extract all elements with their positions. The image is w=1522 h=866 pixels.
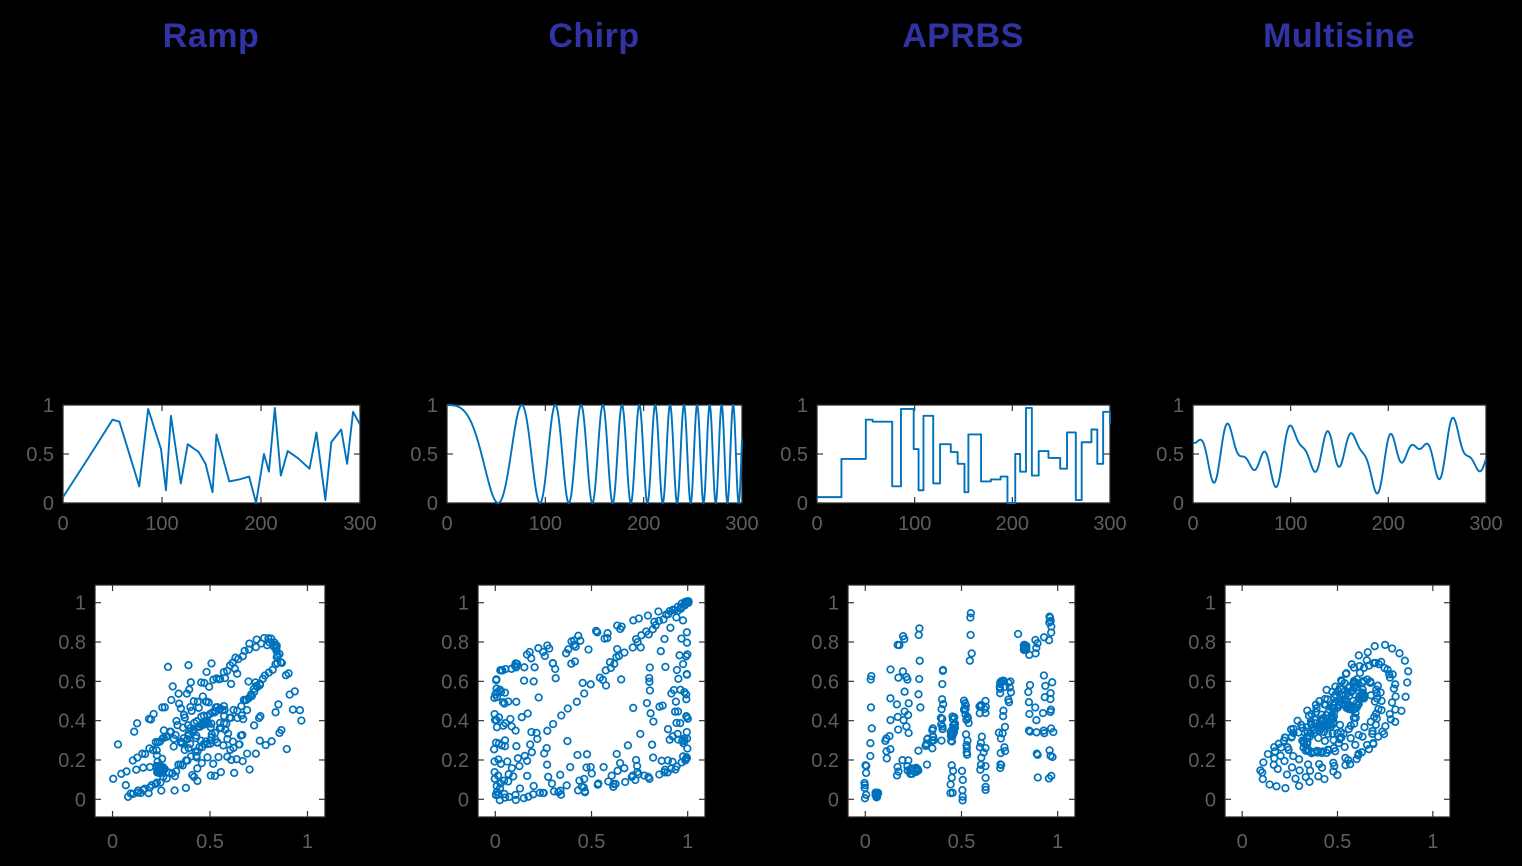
svg-text:0: 0 bbox=[43, 493, 54, 515]
svg-text:0.5: 0.5 bbox=[948, 831, 976, 853]
svg-text:0.5: 0.5 bbox=[196, 831, 224, 853]
svg-text:1: 1 bbox=[682, 831, 693, 853]
aprbs-signal-plot: 0 100 200 300 0 0.5 1 bbox=[759, 393, 1140, 543]
svg-text:0: 0 bbox=[427, 493, 438, 515]
svg-text:1: 1 bbox=[797, 395, 808, 417]
ramp-signal-plot: 0 100 200 300 0 0.5 1 bbox=[5, 393, 390, 543]
svg-text:200: 200 bbox=[1372, 513, 1405, 535]
aprbs-scatter-plot-svg: 0 0.5 1 0 0.2 0.4 0.6 0.8 1 bbox=[811, 584, 1076, 853]
svg-text:0.6: 0.6 bbox=[58, 671, 86, 693]
svg-text:0.2: 0.2 bbox=[811, 750, 839, 772]
svg-text:200: 200 bbox=[627, 513, 660, 535]
svg-text:0.5: 0.5 bbox=[578, 831, 606, 853]
ramp-signal-plot-svg: 0 100 200 300 0 0.5 1 bbox=[26, 395, 377, 535]
svg-text:300: 300 bbox=[1093, 513, 1126, 535]
svg-text:0: 0 bbox=[57, 513, 68, 535]
svg-text:0: 0 bbox=[458, 789, 469, 811]
column-title-chirp: Chirp bbox=[548, 17, 640, 55]
svg-text:0.8: 0.8 bbox=[1188, 632, 1216, 654]
svg-text:0.8: 0.8 bbox=[811, 632, 839, 654]
aprbs-scatter-plot: 0 0.5 1 0 0.2 0.4 0.6 0.8 1 bbox=[786, 572, 1103, 863]
svg-text:0.5: 0.5 bbox=[26, 444, 54, 466]
svg-text:0: 0 bbox=[797, 493, 808, 515]
svg-text:1: 1 bbox=[1052, 831, 1063, 853]
svg-text:0.4: 0.4 bbox=[441, 711, 469, 733]
svg-text:0: 0 bbox=[1187, 513, 1198, 535]
svg-text:0.6: 0.6 bbox=[811, 671, 839, 693]
column-title-ramp: Ramp bbox=[162, 17, 260, 55]
multisine-signal-plot: 0 100 200 300 0 0.5 1 bbox=[1135, 393, 1516, 543]
svg-text:0.8: 0.8 bbox=[441, 632, 469, 654]
column-title-multisine: Multisine bbox=[1263, 17, 1415, 55]
svg-text:0.6: 0.6 bbox=[1188, 671, 1216, 693]
ramp-scatter-plot-svg: 0 0.5 1 0 0.2 0.4 0.6 0.8 1 bbox=[58, 584, 326, 853]
multisine-scatter-plot: 0 0.5 1 0 0.2 0.4 0.6 0.8 1 bbox=[1163, 572, 1478, 863]
svg-text:0.4: 0.4 bbox=[1188, 711, 1216, 733]
svg-text:0: 0 bbox=[828, 789, 839, 811]
svg-text:1: 1 bbox=[1173, 395, 1184, 417]
svg-text:300: 300 bbox=[725, 513, 758, 535]
svg-text:0.4: 0.4 bbox=[811, 711, 839, 733]
chirp-scatter-plot-svg: 0 0.5 1 0 0.2 0.4 0.6 0.8 1 bbox=[441, 584, 706, 853]
svg-text:0: 0 bbox=[1173, 493, 1184, 515]
column-title-aprbs: APRBS bbox=[902, 17, 1024, 55]
svg-text:200: 200 bbox=[244, 513, 277, 535]
svg-text:0.5: 0.5 bbox=[1324, 831, 1352, 853]
svg-text:1: 1 bbox=[302, 831, 313, 853]
svg-text:0: 0 bbox=[107, 831, 118, 853]
svg-text:0.8: 0.8 bbox=[58, 632, 86, 654]
svg-text:0.5: 0.5 bbox=[410, 444, 438, 466]
svg-text:1: 1 bbox=[1205, 593, 1216, 615]
svg-text:100: 100 bbox=[145, 513, 178, 535]
svg-text:100: 100 bbox=[898, 513, 931, 535]
svg-text:0: 0 bbox=[1237, 831, 1248, 853]
chirp-scatter-plot: 0 0.5 1 0 0.2 0.4 0.6 0.8 1 bbox=[416, 572, 733, 863]
svg-text:1: 1 bbox=[75, 593, 86, 615]
svg-text:0: 0 bbox=[1205, 789, 1216, 811]
svg-text:0.2: 0.2 bbox=[1188, 750, 1216, 772]
svg-text:0: 0 bbox=[811, 513, 822, 535]
ramp-scatter-plot: 0 0.5 1 0 0.2 0.4 0.6 0.8 1 bbox=[33, 572, 353, 863]
svg-text:1: 1 bbox=[427, 395, 438, 417]
multisine-scatter-plot-svg: 0 0.5 1 0 0.2 0.4 0.6 0.8 1 bbox=[1188, 584, 1451, 853]
svg-text:1: 1 bbox=[458, 593, 469, 615]
svg-text:100: 100 bbox=[529, 513, 562, 535]
svg-text:0.2: 0.2 bbox=[58, 750, 86, 772]
chirp-signal-plot: 0 100 200 300 0 0.5 1 bbox=[389, 393, 772, 543]
svg-text:1: 1 bbox=[1427, 831, 1438, 853]
svg-text:100: 100 bbox=[1274, 513, 1307, 535]
svg-text:0: 0 bbox=[75, 789, 86, 811]
svg-text:0.4: 0.4 bbox=[58, 711, 86, 733]
svg-text:200: 200 bbox=[996, 513, 1029, 535]
multisine-signal-plot-svg: 0 100 200 300 0 0.5 1 bbox=[1156, 395, 1503, 535]
svg-text:0: 0 bbox=[860, 831, 871, 853]
svg-text:0.5: 0.5 bbox=[1156, 444, 1184, 466]
svg-text:0.6: 0.6 bbox=[441, 671, 469, 693]
svg-text:1: 1 bbox=[43, 395, 54, 417]
svg-text:0.2: 0.2 bbox=[441, 750, 469, 772]
chirp-signal-plot-svg: 0 100 200 300 0 0.5 1 bbox=[410, 395, 759, 535]
svg-text:1: 1 bbox=[828, 593, 839, 615]
svg-text:0: 0 bbox=[441, 513, 452, 535]
svg-text:300: 300 bbox=[343, 513, 376, 535]
svg-text:0: 0 bbox=[490, 831, 501, 853]
svg-text:300: 300 bbox=[1469, 513, 1502, 535]
aprbs-signal-plot-svg: 0 100 200 300 0 0.5 1 bbox=[780, 395, 1127, 535]
svg-text:0.5: 0.5 bbox=[780, 444, 808, 466]
